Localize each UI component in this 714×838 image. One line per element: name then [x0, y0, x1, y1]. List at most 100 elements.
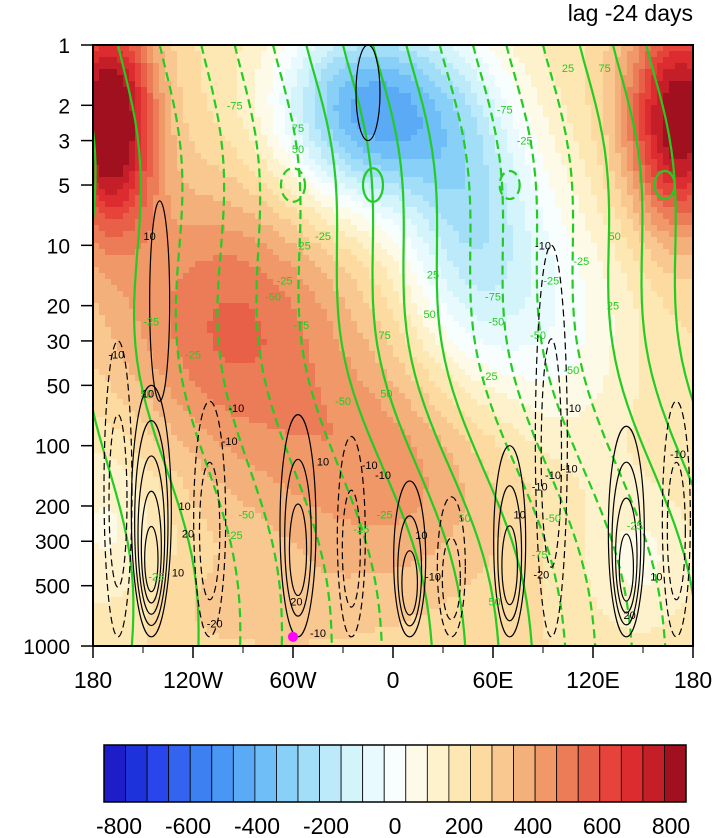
- shading-cell: [363, 267, 370, 274]
- shading-cell: [171, 63, 178, 70]
- shading-cell: [93, 243, 100, 250]
- shading-cell: [123, 183, 130, 190]
- shading-cell: [507, 171, 514, 178]
- shading-cell: [657, 297, 664, 304]
- shading-cell: [603, 333, 610, 340]
- shading-cell: [417, 99, 424, 106]
- shading-cell: [513, 147, 520, 154]
- shading-cell: [387, 297, 394, 304]
- shading-cell: [141, 297, 148, 304]
- shading-cell: [441, 219, 448, 226]
- shading-cell: [357, 141, 364, 148]
- shading-cell: [183, 117, 190, 124]
- shading-cell: [327, 261, 334, 268]
- shading-cell: [675, 69, 682, 76]
- shading-cell: [387, 189, 394, 196]
- shading-cell: [555, 237, 562, 244]
- shading-cell: [549, 303, 556, 310]
- shading-cell: [429, 273, 436, 280]
- shading-cell: [177, 75, 184, 82]
- shading-cell: [117, 279, 124, 286]
- shading-cell: [237, 315, 244, 322]
- shading-cell: [129, 69, 136, 76]
- shading-cell: [495, 165, 502, 172]
- shading-cell: [345, 261, 352, 268]
- shading-cell: [267, 81, 274, 88]
- shading-cell: [639, 99, 646, 106]
- shading-cell: [99, 267, 106, 274]
- shading-cell: [423, 69, 430, 76]
- shading-cell: [243, 297, 250, 304]
- shading-cell: [537, 225, 544, 232]
- shading-cell: [357, 201, 364, 208]
- shading-cell: [603, 183, 610, 190]
- shading-cell: [513, 123, 520, 130]
- shading-cell: [399, 105, 406, 112]
- shading-cell: [681, 51, 688, 58]
- shading-cell: [495, 207, 502, 214]
- shading-cell: [399, 237, 406, 244]
- shading-cell: [417, 195, 424, 202]
- shading-cell: [159, 135, 166, 142]
- shading-cell: [327, 195, 334, 202]
- shading-cell: [447, 195, 454, 202]
- shading-cell: [561, 141, 568, 148]
- shading-cell: [189, 213, 196, 220]
- shading-cell: [405, 219, 412, 226]
- shading-cell: [489, 255, 496, 262]
- shading-cell: [675, 315, 682, 322]
- shading-cell: [219, 261, 226, 268]
- shading-cell: [627, 63, 634, 70]
- shading-cell: [627, 333, 634, 340]
- shading-cell: [675, 231, 682, 238]
- shading-cell: [183, 243, 190, 250]
- shading-cell: [153, 147, 160, 154]
- shading-cell: [159, 99, 166, 106]
- shading-cell: [339, 69, 346, 76]
- shading-cell: [171, 333, 178, 340]
- shading-cell: [267, 51, 274, 58]
- shading-cell: [669, 165, 676, 172]
- shading-cell: [417, 219, 424, 226]
- shading-cell: [531, 105, 538, 112]
- shading-cell: [237, 279, 244, 286]
- shading-cell: [153, 285, 160, 292]
- shading-cell: [165, 327, 172, 334]
- shading-cell: [213, 237, 220, 244]
- shading-cell: [201, 303, 208, 310]
- shading-cell: [507, 45, 514, 52]
- shading-cell: [117, 117, 124, 124]
- shading-cell: [525, 255, 532, 262]
- shading-cell: [189, 255, 196, 262]
- shading-cell: [483, 297, 490, 304]
- shading-cell: [441, 153, 448, 160]
- shading-cell: [675, 309, 682, 316]
- shading-cell: [141, 315, 148, 322]
- shading-cell: [549, 99, 556, 106]
- shading-cell: [261, 159, 268, 166]
- shading-cell: [585, 201, 592, 208]
- shading-cell: [141, 69, 148, 76]
- shading-cell: [315, 57, 322, 64]
- shading-cell: [507, 141, 514, 148]
- shading-cell: [177, 183, 184, 190]
- shading-cell: [621, 177, 628, 184]
- shading-cell: [639, 327, 646, 334]
- shading-cell: [657, 225, 664, 232]
- shading-cell: [471, 81, 478, 88]
- shading-cell: [381, 87, 388, 94]
- shading-cell: [669, 255, 676, 262]
- shading-cell: [525, 309, 532, 316]
- shading-cell: [657, 75, 664, 82]
- shading-cell: [213, 267, 220, 274]
- shading-cell: [579, 243, 586, 250]
- shading-cell: [603, 315, 610, 322]
- shading-cell: [195, 123, 202, 130]
- shading-cell: [417, 309, 424, 316]
- shading-cell: [183, 141, 190, 148]
- shading-cell: [285, 303, 292, 310]
- shading-cell: [249, 69, 256, 76]
- shading-cell: [141, 57, 148, 64]
- shading-cell: [141, 273, 148, 280]
- shading-cell: [189, 183, 196, 190]
